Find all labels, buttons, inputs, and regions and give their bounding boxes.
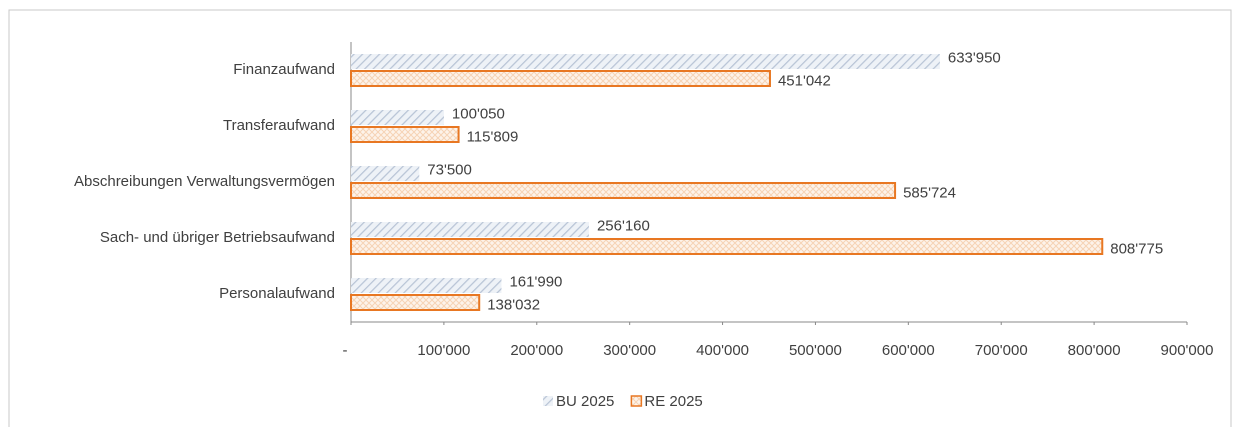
bar — [350, 238, 1104, 255]
chart-frame — [8, 9, 1232, 427]
x-tick-label: 500'000 — [789, 342, 842, 359]
bar — [350, 70, 771, 87]
legend-label: BU 2025 — [556, 393, 614, 410]
category-label: Abschreibungen Verwaltungsvermögen — [74, 173, 335, 190]
legend-swatch — [630, 395, 643, 407]
bar — [351, 54, 940, 69]
category-label: Sach- und übriger Betriebsaufwand — [100, 229, 335, 246]
x-tick-label: 200'000 — [510, 342, 563, 359]
data-label: 73'500 — [427, 161, 472, 178]
category-label: Transferaufwand — [223, 117, 335, 134]
x-tick-label: - — [343, 342, 348, 359]
bar — [350, 126, 460, 143]
data-label: 115'809 — [467, 128, 519, 145]
x-tick-label: 800'000 — [1068, 342, 1121, 359]
x-tick-label: 900'000 — [1161, 342, 1214, 359]
x-tick-label: 400'000 — [696, 342, 749, 359]
data-label: 808'775 — [1110, 240, 1163, 257]
data-label: 633'950 — [948, 49, 1001, 66]
x-tick-label: 600'000 — [882, 342, 935, 359]
data-label: 256'160 — [597, 217, 650, 234]
legend-label: RE 2025 — [644, 393, 702, 410]
x-tick-label: 100'000 — [417, 342, 470, 359]
data-label: 585'724 — [903, 184, 956, 201]
data-label: 161'990 — [509, 273, 562, 290]
bar — [351, 110, 444, 125]
data-label: 451'042 — [778, 72, 831, 89]
bar — [351, 166, 420, 181]
bar — [351, 222, 589, 237]
bar — [350, 294, 481, 311]
data-label: 100'050 — [452, 105, 505, 122]
x-tick-label: 700'000 — [975, 342, 1028, 359]
bar — [351, 278, 502, 293]
x-tick-label: 300'000 — [603, 342, 656, 359]
bar — [350, 182, 897, 199]
category-label: Finanzaufwand — [233, 61, 335, 78]
category-label: Personalaufwand — [219, 285, 335, 302]
legend-swatch — [543, 396, 553, 406]
data-label: 138'032 — [487, 296, 540, 313]
